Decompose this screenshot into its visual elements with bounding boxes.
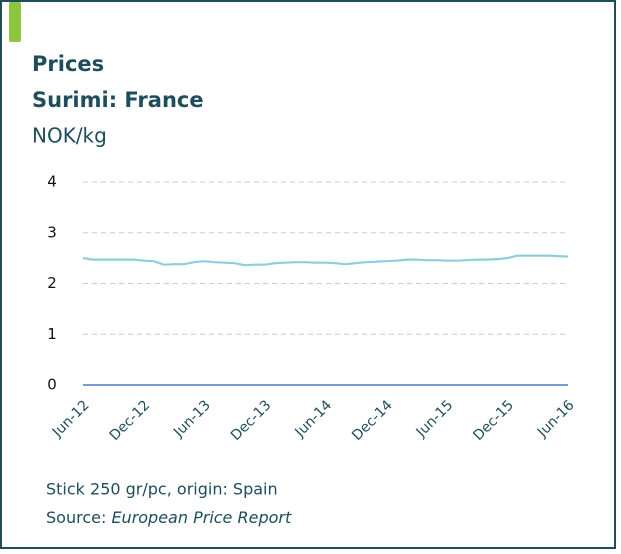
y-tick-label: 4 (47, 173, 57, 191)
y-tick-label: 0 (47, 376, 57, 394)
note: Stick 250 gr/pc, origin: Spain (46, 480, 278, 499)
y-tick-label: 3 (47, 223, 57, 241)
accent-tab (9, 2, 21, 42)
y-axis-label: NOK/kg (32, 124, 107, 148)
chart-subtitle: Surimi: France (32, 88, 204, 112)
chart-title: Prices (32, 52, 104, 76)
series-line (82, 254, 569, 267)
source-label: Source: (46, 508, 106, 527)
y-tick-label: 2 (47, 274, 57, 292)
source: Source: European Price Report (46, 508, 292, 527)
y-tick-label: 1 (47, 325, 57, 343)
source-name: European Price Report (111, 508, 292, 527)
